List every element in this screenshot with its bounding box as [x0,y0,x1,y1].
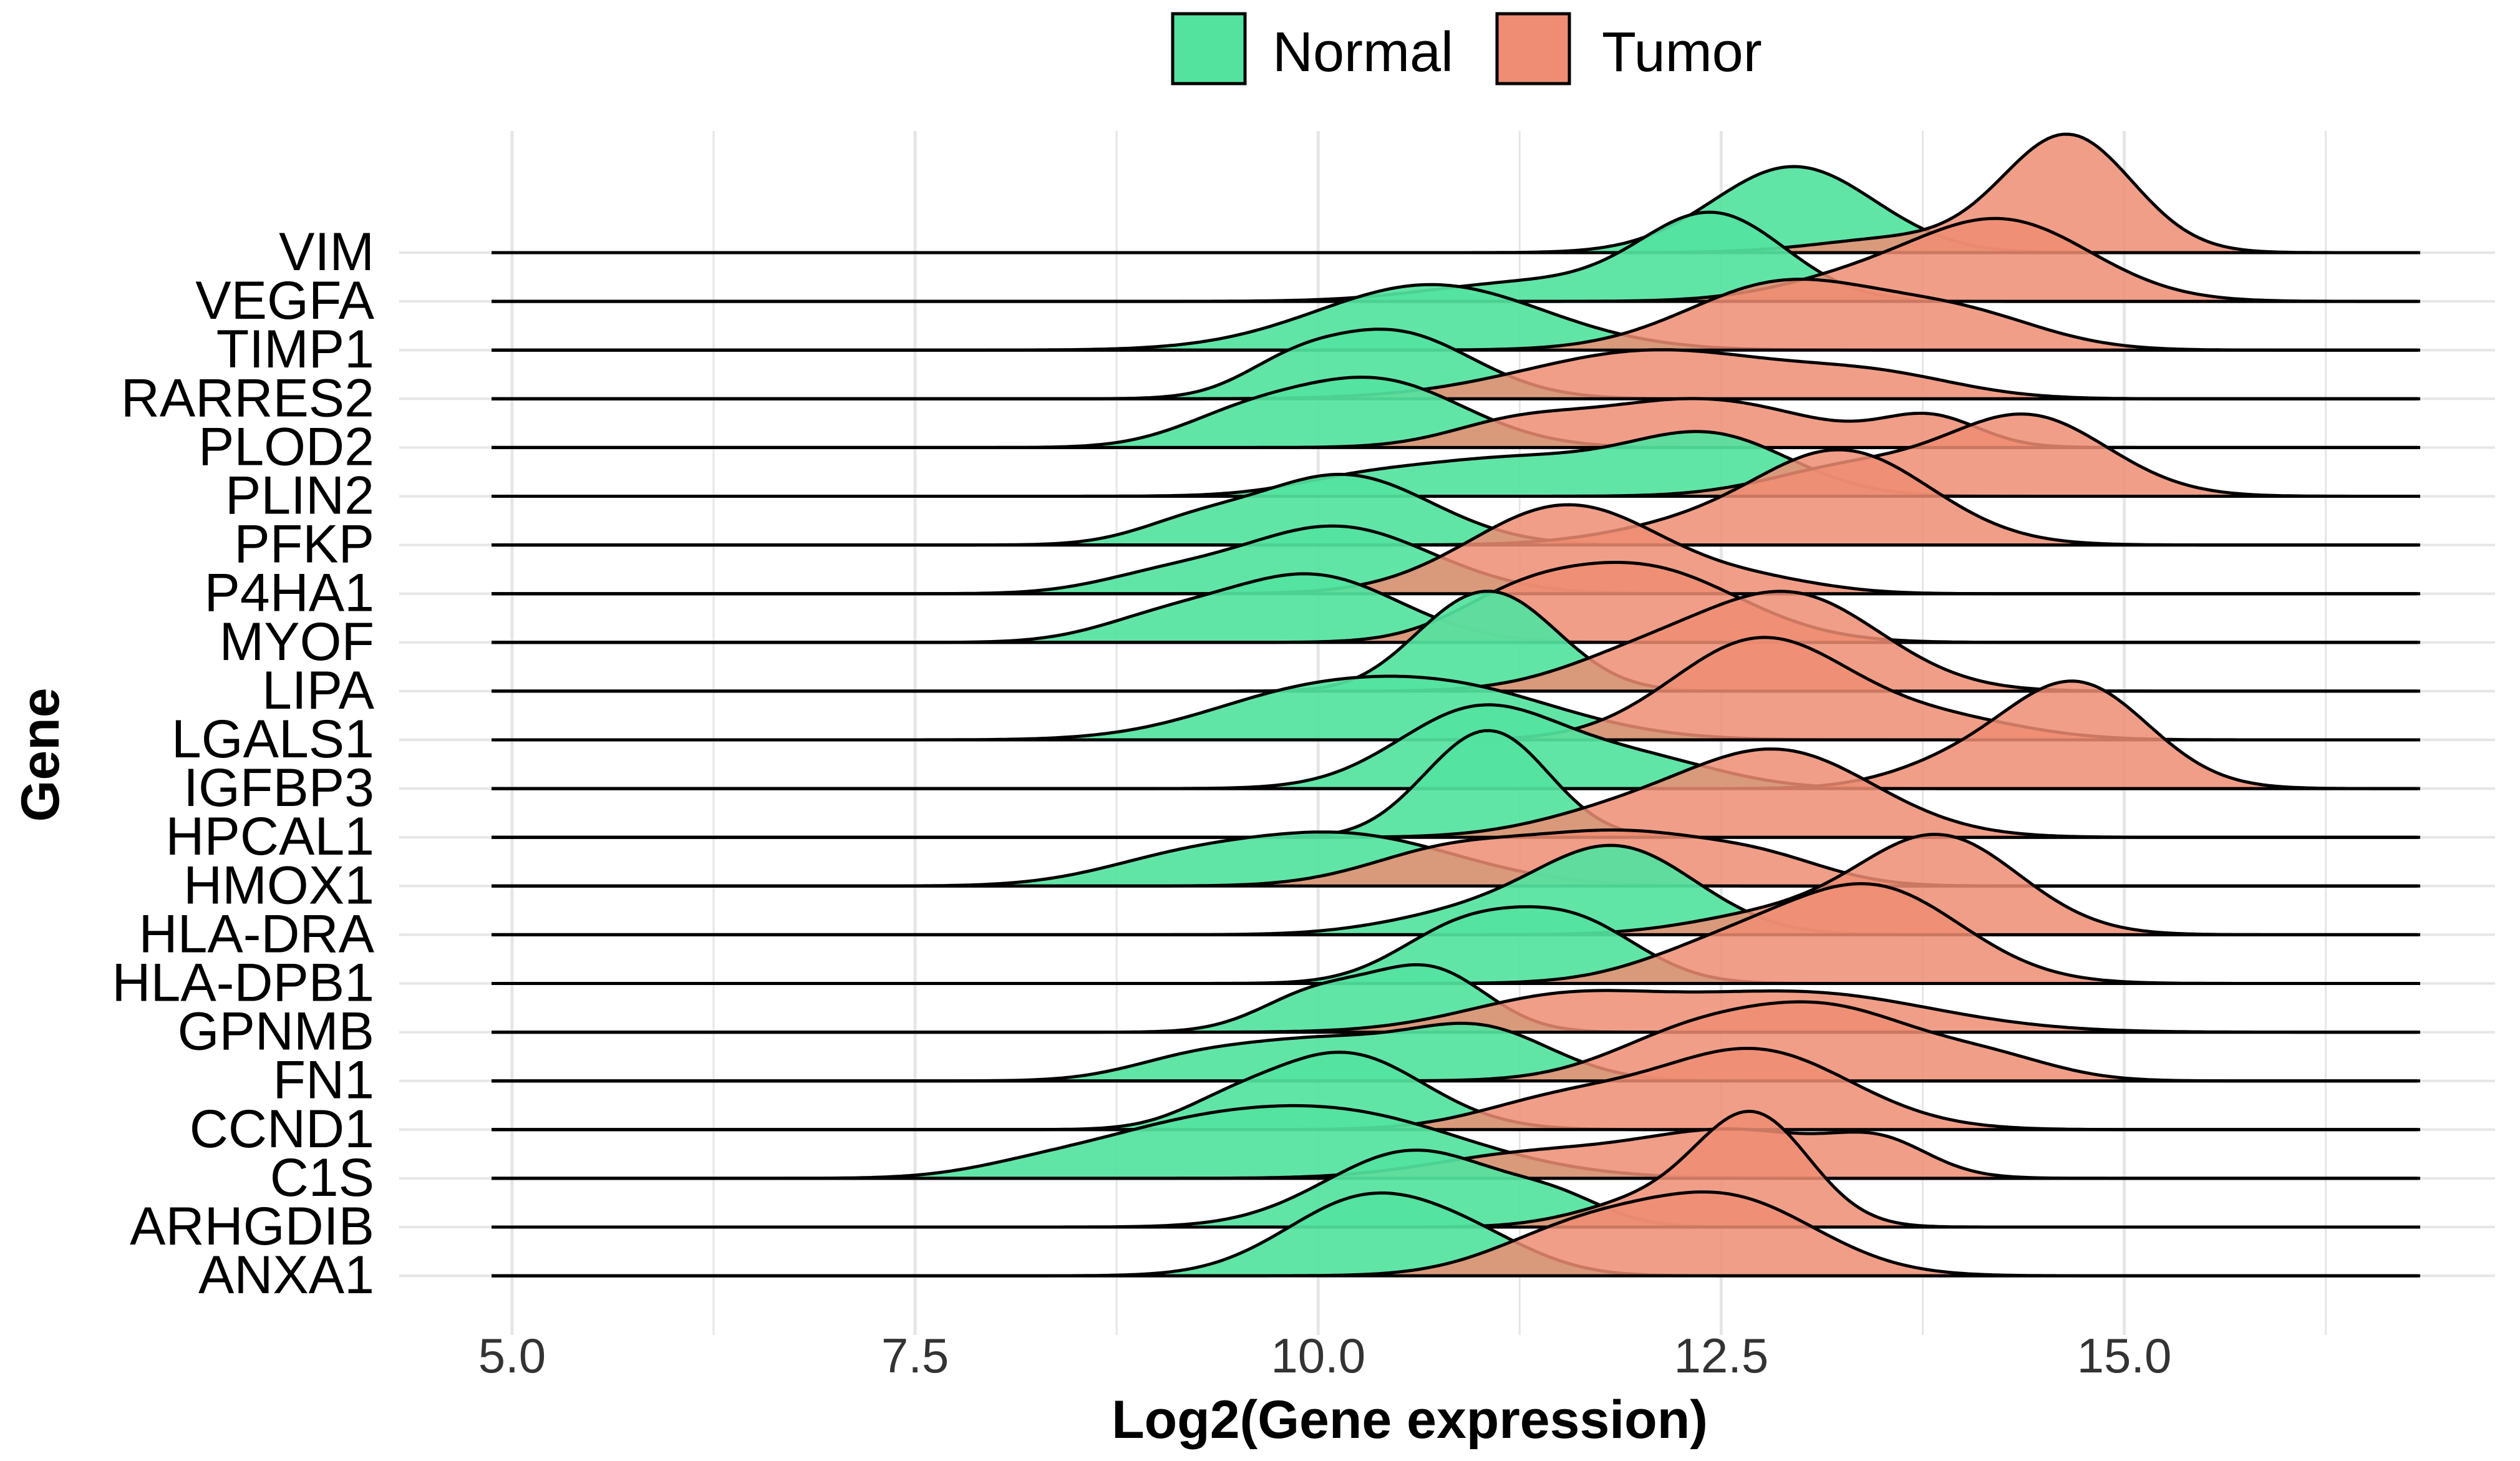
x-tick-label: 12.5 [1674,1328,1768,1383]
ridge-area-normal-plod2 [492,377,2420,448]
ridge-area-tumor-rarres2 [492,349,2420,399]
ridge-area-tumor-fn1 [492,1001,2420,1081]
ridge-area-tumor-plin2 [492,414,2420,497]
ridge-area-normal-plin2 [492,431,2420,497]
y-tick-label: GPNMB [178,1002,374,1062]
y-tick-label: LIPA [262,661,375,721]
ridge-area-normal-timp1 [492,284,2420,351]
ridge-area-normal-pfkp [492,474,2420,545]
y-tick-label: PFKP [234,515,374,575]
y-tick-label: HMOX1 [183,855,374,915]
y-axis-title: Gene [11,687,70,822]
ridge-area-normal-c1s [492,1105,2420,1178]
ridge-area-normal-anxa1 [492,1193,2420,1276]
ridge-area-normal-fn1 [492,1023,2420,1081]
legend-swatch-normal [1171,12,1247,85]
y-tick-label: MYOF [220,612,374,672]
y-tick-label: PLOD2 [198,417,374,477]
ridge-area-normal-arhgdib [492,1150,2420,1227]
ridge-area-normal-hla-dpb1 [492,906,2420,984]
x-tick-labels: 5.0 7.5 10.0 12.5 15.0 [478,1328,2172,1383]
y-tick-label: HLA-DPB1 [112,953,374,1013]
y-tick-label: HLA-DRA [138,904,374,964]
ridge-area-tumor-lgals1 [492,637,2420,740]
ridge-area-normal-rarres2 [492,329,2420,399]
y-tick-label: ANXA1 [198,1245,374,1305]
ridge-area-normal-lipa [492,591,2420,691]
ridge-area-tumor-timp1 [492,279,2420,351]
y-tick-label: P4HA1 [205,563,375,623]
ridge-area-normal-hla-dra [492,845,2420,935]
ridge-area-tumor-vegfa [492,218,2420,302]
y-tick-label: FN1 [273,1051,374,1110]
ridge-area-tumor-gpnmb [492,990,2420,1032]
y-tick-label: RARRES2 [121,368,374,428]
x-tick-label: 5.0 [478,1328,546,1383]
ridge-area-normal-ccnd1 [492,1052,2420,1130]
y-tick-label: HPCAL1 [165,807,374,866]
legend-label-tumor: Tumor [1602,21,1762,84]
y-tick-label: PLIN2 [225,466,374,526]
ridge-area-normal-gpnmb [492,964,2420,1032]
y-tick-label: VEGFA [195,271,374,331]
y-tick-label: LGALS1 [172,709,374,769]
ridge-area-tumor-hmox1 [492,830,2420,886]
legend: Normal Tumor [1171,12,1762,85]
ridge-area-tumor-vim [492,134,2420,253]
y-tick-labels: VIMVEGFATIMP1RARRES2PLOD2PLIN2PFKPP4HA1M… [112,222,374,1305]
y-tick-label: TIMP1 [216,319,374,379]
y-tick-label: IGFBP3 [183,758,374,818]
legend-label-normal: Normal [1272,21,1453,84]
ridge-area-tumor-hla-dpb1 [492,883,2420,984]
ridge-area-tumor-c1s [492,1129,2420,1178]
ridge-area-normal-hpcal1 [492,730,2420,838]
y-tick-label: C1S [270,1148,374,1208]
x-tick-label: 15.0 [2077,1328,2172,1383]
ridge-area-tumor-igfbp3 [492,681,2420,789]
ridge-area-tumor-pfkp [492,450,2420,545]
y-tick-label: VIM [279,222,374,282]
x-tick-label: 7.5 [881,1328,949,1383]
legend-swatch-tumor [1495,12,1571,85]
ridge-area-normal-lgals1 [492,676,2420,740]
y-tick-label: CCND1 [190,1099,374,1159]
y-tick-label: ARHGDIB [130,1196,374,1256]
x-axis-title: Log2(Gene expression) [1112,1390,1708,1450]
x-tick-label: 10.0 [1271,1328,1365,1383]
ridge-area-tumor-plod2 [492,398,2420,448]
ridges [492,132,2420,1278]
